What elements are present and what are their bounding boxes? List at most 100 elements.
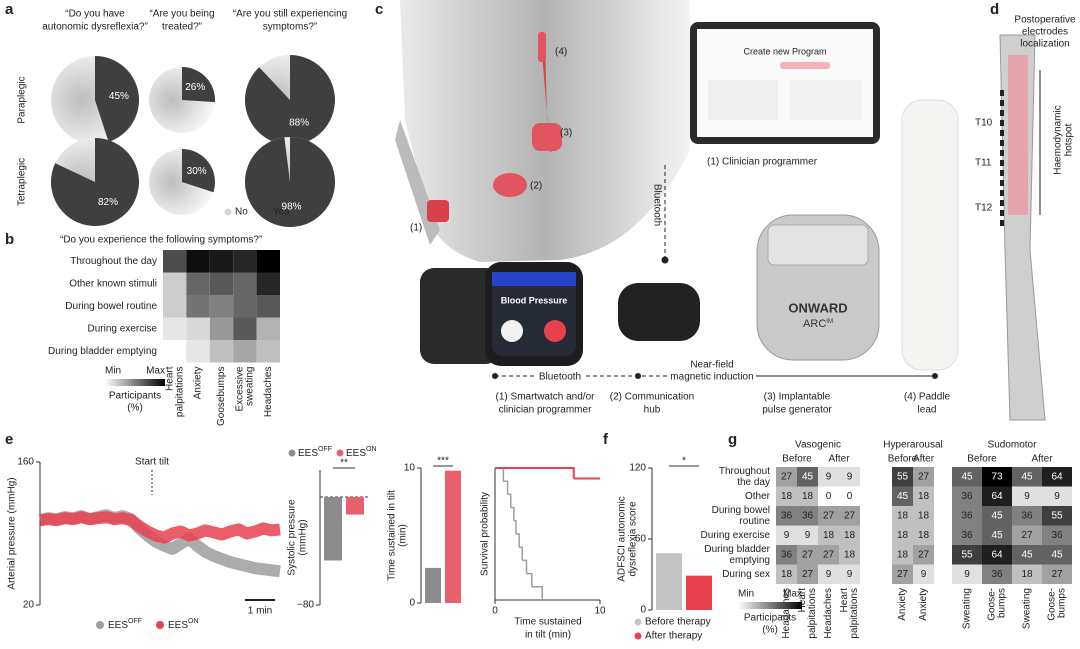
- cell-label: 9: [921, 569, 927, 580]
- ipg-header: [767, 224, 869, 266]
- heat-cell: [913, 545, 934, 565]
- cell-label: 27: [823, 510, 835, 521]
- heat-cell: [1012, 545, 1042, 565]
- heat-cell: [233, 272, 257, 295]
- cell-label: 45: [802, 471, 814, 482]
- legend-label: EESON: [346, 446, 377, 458]
- cell-label: 9: [1024, 491, 1030, 502]
- y-axis-label: ADFSCI autonomic: [617, 496, 628, 582]
- pie-wedge: [51, 138, 140, 226]
- y-tick-label: 60: [635, 534, 647, 545]
- heat-cell: [163, 272, 187, 295]
- heat-cell: [892, 506, 913, 526]
- legend-state: OFF: [318, 446, 332, 453]
- model-sup: IM: [826, 319, 833, 325]
- legend-title: (%): [127, 403, 143, 414]
- cell-label: 27: [918, 549, 930, 560]
- legend-label: Min: [738, 589, 754, 600]
- heat-cell: [952, 564, 982, 584]
- legend-swatch: [224, 208, 232, 216]
- group-label: Sudomotor: [988, 440, 1038, 451]
- value-label: 82%: [98, 197, 118, 208]
- heat-cell: [209, 317, 234, 340]
- bar: [425, 567, 441, 603]
- row-label: During bladder: [704, 544, 770, 555]
- heat-cell: [818, 564, 839, 584]
- legend-title: Participants: [109, 391, 161, 402]
- column-label: Headaches: [823, 588, 834, 639]
- y-tick-label: 20: [23, 600, 35, 611]
- panel-label: d: [990, 1, 999, 18]
- row-label: During exercise: [88, 323, 158, 334]
- component-label: (4) Paddle: [904, 392, 951, 403]
- link-label: magnetic induction: [670, 372, 753, 383]
- trace: [39, 511, 281, 544]
- y-tick-label: −80: [297, 600, 314, 611]
- cell-label: 27: [918, 471, 930, 482]
- legend-state: OFF: [128, 618, 142, 625]
- heat-cell: [233, 295, 257, 318]
- heat-cell: [818, 486, 839, 506]
- y-tick-label: 160: [17, 457, 34, 468]
- wrist-watch: [427, 200, 449, 222]
- cell-label: 18: [1021, 569, 1033, 580]
- column-label: palpitations: [807, 588, 818, 639]
- group-label: Vasogenic: [795, 440, 841, 451]
- column-label: palpitations: [849, 588, 860, 639]
- watch-header: [492, 272, 576, 286]
- cell-label: 27: [897, 569, 909, 580]
- heat-cell: [209, 272, 234, 295]
- cell-label: 18: [918, 491, 930, 502]
- link-label: Bluetooth: [651, 184, 662, 226]
- heat-cell: [913, 506, 934, 526]
- phase-label: Before: [782, 454, 812, 465]
- pie-wedge: [182, 67, 215, 103]
- survival-step: [495, 467, 505, 482]
- cell-label: 45: [991, 530, 1003, 541]
- significance: **: [340, 458, 348, 469]
- cell-label: 36: [781, 510, 793, 521]
- heat-cell: [982, 506, 1012, 526]
- heat-cell: [982, 467, 1012, 487]
- heat-cell: [1042, 545, 1072, 565]
- group-label: Hyperarousal: [883, 440, 942, 451]
- heat-cell: [256, 340, 280, 363]
- heat-cell: [892, 525, 913, 545]
- y-axis-label: Systolic pressure: [287, 499, 298, 576]
- heat-cell: [797, 506, 818, 526]
- column-label: Excessive: [235, 366, 246, 411]
- legend-name: EES: [346, 448, 366, 459]
- legend-swatch: [634, 632, 642, 640]
- heat-cell: [776, 545, 797, 565]
- heat-cell: [233, 340, 257, 363]
- survival-step: [526, 572, 533, 587]
- y-tick-label: 0: [409, 598, 415, 609]
- watch-button: [501, 320, 523, 342]
- heat-cell: [776, 486, 797, 506]
- heat-cell: [209, 340, 234, 363]
- cell-label: 27: [781, 471, 793, 482]
- heat-cell: [797, 486, 818, 506]
- column-label: Sweating: [962, 588, 973, 629]
- heat-cell: [797, 525, 818, 545]
- heat-cell: [839, 525, 860, 545]
- legend-label: Max: [783, 589, 802, 600]
- column-label: Anxiety: [918, 588, 929, 621]
- tablet-text: Create new Program: [743, 46, 826, 56]
- pie-wedge: [182, 149, 216, 193]
- y-axis-label: (mmHg): [298, 519, 309, 555]
- survival-step: [495, 467, 575, 479]
- cell-label: 18: [844, 530, 856, 541]
- link-node: [661, 256, 669, 264]
- significance: ***: [437, 456, 449, 467]
- legend-label: EESON: [168, 618, 199, 630]
- y-axis-label: Time sustained in tilt: [387, 490, 398, 581]
- paddle-implant: [538, 32, 546, 62]
- heat-cell: [209, 250, 234, 273]
- bar: [656, 553, 682, 610]
- model: ARCIM: [803, 318, 833, 330]
- watch-back: [420, 268, 500, 364]
- cell-label: 9: [847, 471, 853, 482]
- question: symptoms?”: [263, 22, 317, 33]
- cell-label: 9: [784, 530, 790, 541]
